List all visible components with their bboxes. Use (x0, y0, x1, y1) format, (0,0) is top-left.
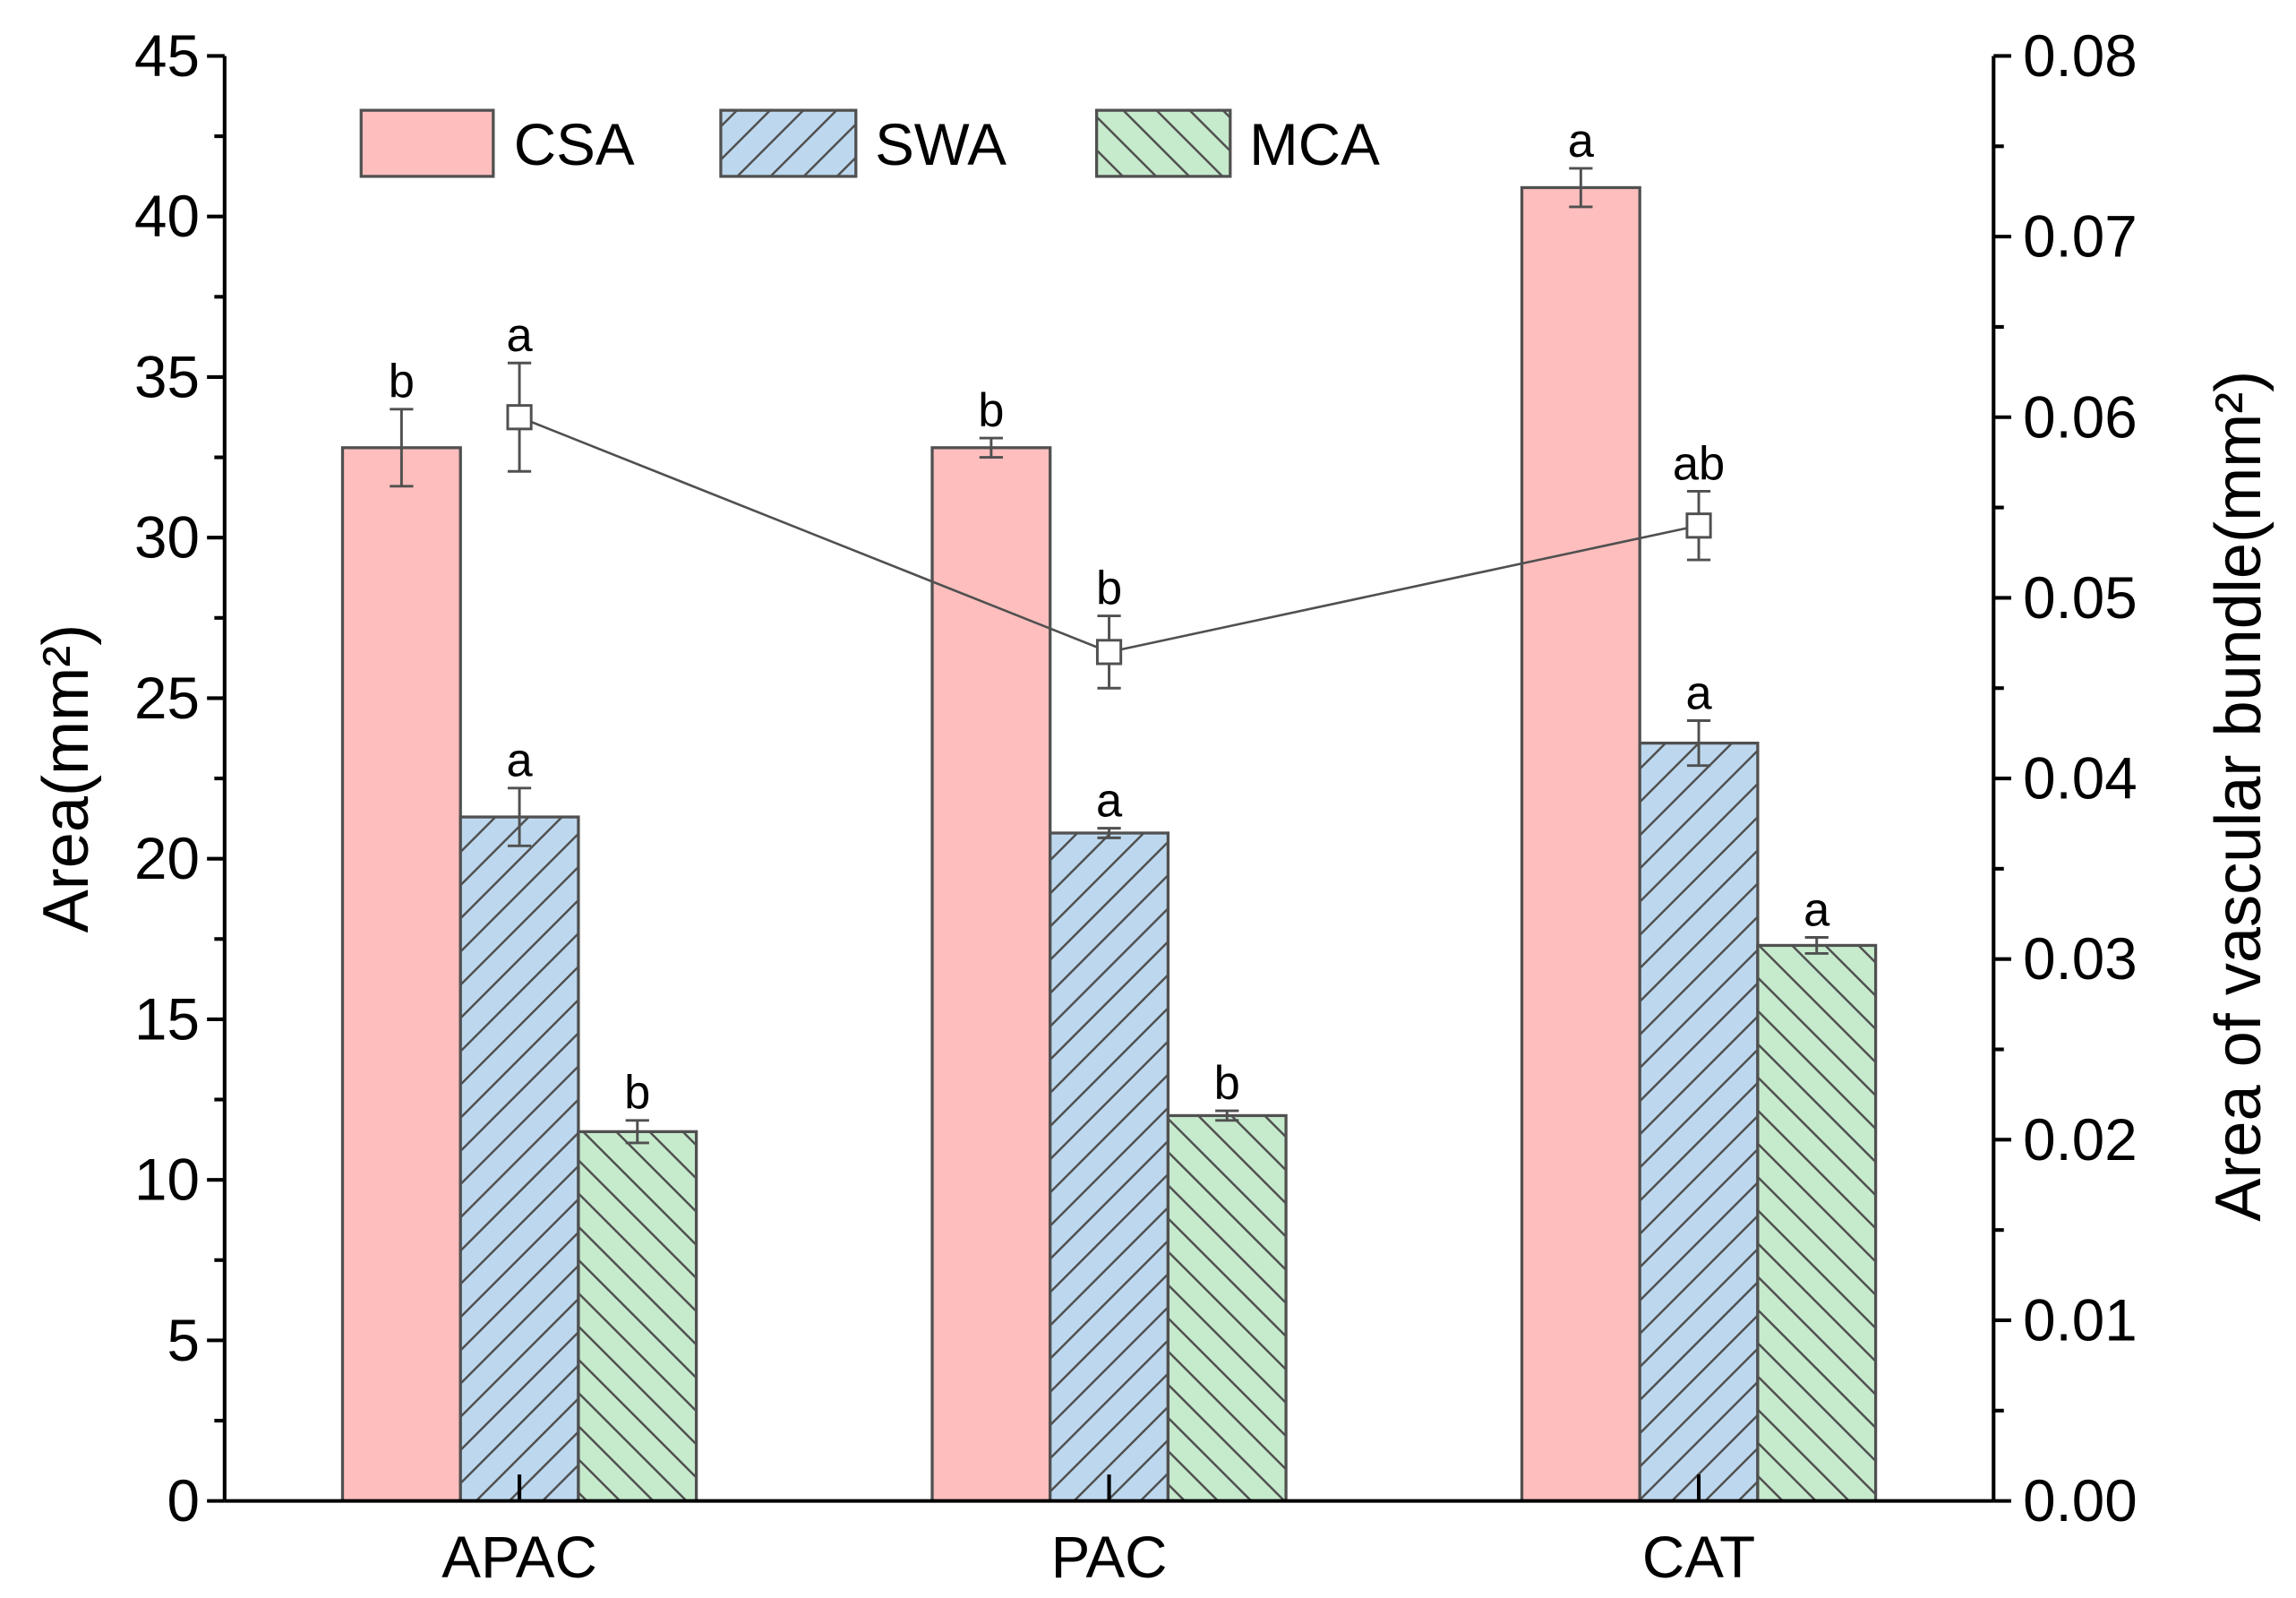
legend-item-mca: MCA (1094, 108, 1380, 178)
x-tick-label-cat: CAT (1642, 1525, 1755, 1590)
y-tick-label-5: 5 (167, 1308, 199, 1373)
error-bar-swa-pac (1097, 827, 1121, 839)
error-bar-csa-pac (979, 436, 1003, 460)
x-tick-label-pac: PAC (1051, 1525, 1168, 1590)
sig-letter-csa-cat: a (1568, 116, 1595, 168)
bar-mca-apac (577, 1130, 698, 1503)
sig-letter-mca-apac: b (624, 1068, 650, 1120)
bar-mca-pac (1166, 1113, 1288, 1503)
error-bar-mca-cat (1804, 936, 1829, 955)
vascular-marker-cat (1685, 512, 1712, 539)
sig-letter-csa-apac: b (389, 357, 415, 408)
sig-letter-mca-cat: a (1803, 884, 1830, 936)
bar-error-bars-group (390, 167, 1829, 1145)
sig-letter-mca-pac: b (1214, 1058, 1240, 1110)
vascular-marker-pac (1095, 639, 1123, 666)
legend-label-swa: SWA (875, 112, 1007, 177)
sig-letter-swa-pac: a (1096, 775, 1123, 827)
y2-tick-label-0-01: 0.01 (2023, 1287, 2138, 1353)
y-tick-label-10: 10 (134, 1147, 200, 1213)
sig-letter-vascular-apac: a (506, 310, 533, 362)
error-bar-csa-apac (390, 408, 414, 488)
y-axis-right-title: Area of vascular bundle(mm²) (2203, 371, 2275, 1222)
error-bar-csa-cat (1569, 167, 1593, 209)
sig-letter-vascular-pac: b (1096, 563, 1122, 614)
legend-item-csa: CSA (359, 108, 635, 178)
legend-swatch-mca (1094, 108, 1232, 178)
bar-swa-pac (1049, 831, 1170, 1503)
y-tick-label-0: 0 (167, 1468, 199, 1534)
y-tick-label-40: 40 (134, 184, 200, 249)
legend: CSA SWA MCA (359, 108, 1380, 178)
y2-tick-label-0-04: 0.04 (2023, 746, 2138, 812)
bar-csa-apac (340, 446, 462, 1503)
y-tick-label-15: 15 (134, 986, 200, 1052)
y2-tick-label-0-02: 0.02 (2023, 1107, 2138, 1173)
y-tick-label-45: 45 (134, 23, 200, 89)
bar-swa-apac (458, 815, 580, 1503)
vascular-marker-apac (506, 404, 533, 431)
legend-label-mca: MCA (1249, 112, 1380, 177)
sig-letter-vascular-cat: ab (1673, 438, 1725, 490)
y-tick-label-30: 30 (134, 505, 200, 571)
legend-label-csa: CSA (514, 112, 635, 177)
legend-swatch-swa (719, 108, 858, 178)
y2-tick-label-0-03: 0.03 (2023, 926, 2138, 992)
error-bar-swa-apac (507, 786, 532, 847)
y-tick-label-20: 20 (134, 826, 200, 891)
y-tick-label-25: 25 (134, 666, 200, 731)
y-axis-left-title: Area(mm²) (30, 624, 102, 933)
bars-group (340, 185, 1878, 1503)
sig-letter-swa-cat: a (1685, 667, 1712, 719)
bar-csa-cat (1520, 185, 1641, 1503)
y2-tick-label-0-00: 0.00 (2023, 1468, 2138, 1534)
y2-tick-label-0-08: 0.08 (2023, 23, 2138, 89)
y-tick-label-35: 35 (134, 344, 200, 409)
sig-letter-csa-pac: b (978, 385, 1004, 437)
error-bar-mca-apac (625, 1119, 649, 1145)
x-tick-label-apac: APAC (441, 1525, 597, 1590)
axes-group: 0 5 10 15 20 25 30 35 40 45 0.00 0.01 0.02 0.03 0.04 0.… (134, 23, 2138, 1590)
y2-tick-label-0-05: 0.05 (2023, 565, 2138, 631)
legend-swatch-csa (359, 108, 495, 178)
error-bar-swa-cat (1686, 719, 1711, 768)
y2-tick-label-0-06: 0.06 (2023, 384, 2138, 450)
y2-tick-label-0-07: 0.07 (2023, 204, 2138, 270)
vascular-bundle-series-group (506, 361, 1712, 690)
error-bar-mca-pac (1215, 1109, 1239, 1122)
legend-item-swa: SWA (719, 108, 1007, 178)
sig-letter-swa-apac: a (506, 735, 533, 787)
bar-swa-cat (1638, 741, 1760, 1503)
bar-mca-cat (1756, 943, 1878, 1503)
